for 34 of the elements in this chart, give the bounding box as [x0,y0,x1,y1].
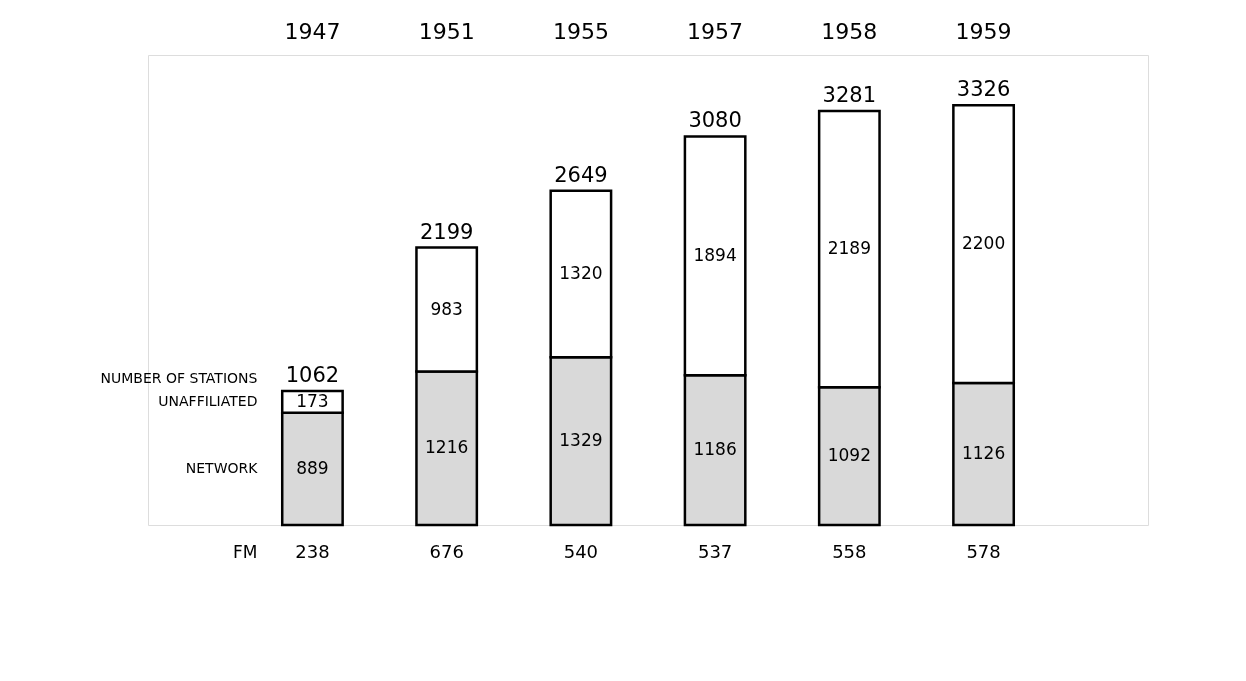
data-label: 1092 [827,445,871,466]
total-label: 2649 [554,162,608,187]
x-tick-label: 1951 [418,18,475,44]
series-label: NETWORK [185,459,259,476]
text: 578 [966,541,1001,562]
text: 540 [563,541,599,562]
data-label: 1894 [693,244,737,265]
text: 537 [697,541,733,562]
text: 238 [295,541,330,562]
data-label: 889 [296,457,329,478]
x-tick-label: 1958 [821,18,878,44]
total-label: 3080 [688,108,742,133]
data-label: 2189 [827,238,871,259]
total-label: 3281 [822,83,877,108]
data-label: 1329 [559,430,603,451]
series-label: UNAFFILIATED [158,392,258,409]
x-tick-label: 1955 [552,18,609,44]
data-label: 1126 [961,442,1006,463]
total-label: 2199 [419,219,474,244]
x-tick-label: 1959 [955,18,1012,44]
x-tick-label: 1957 [687,18,744,44]
data-label: 983 [430,298,463,319]
total-label: 3326 [956,77,1011,102]
data-label: 173 [296,390,329,411]
data-label: 1216 [425,437,469,458]
data-label: 2200 [961,233,1006,254]
text: 676 [429,541,464,562]
text: 558 [832,541,867,562]
data-label: 1320 [559,263,603,284]
total-label: 1062 [285,363,340,388]
data-label: 1186 [693,439,737,460]
annotation: NUMBER OF STATIONS [100,370,258,387]
x-tick-label: 1947 [284,18,341,44]
text: FM [232,542,258,562]
